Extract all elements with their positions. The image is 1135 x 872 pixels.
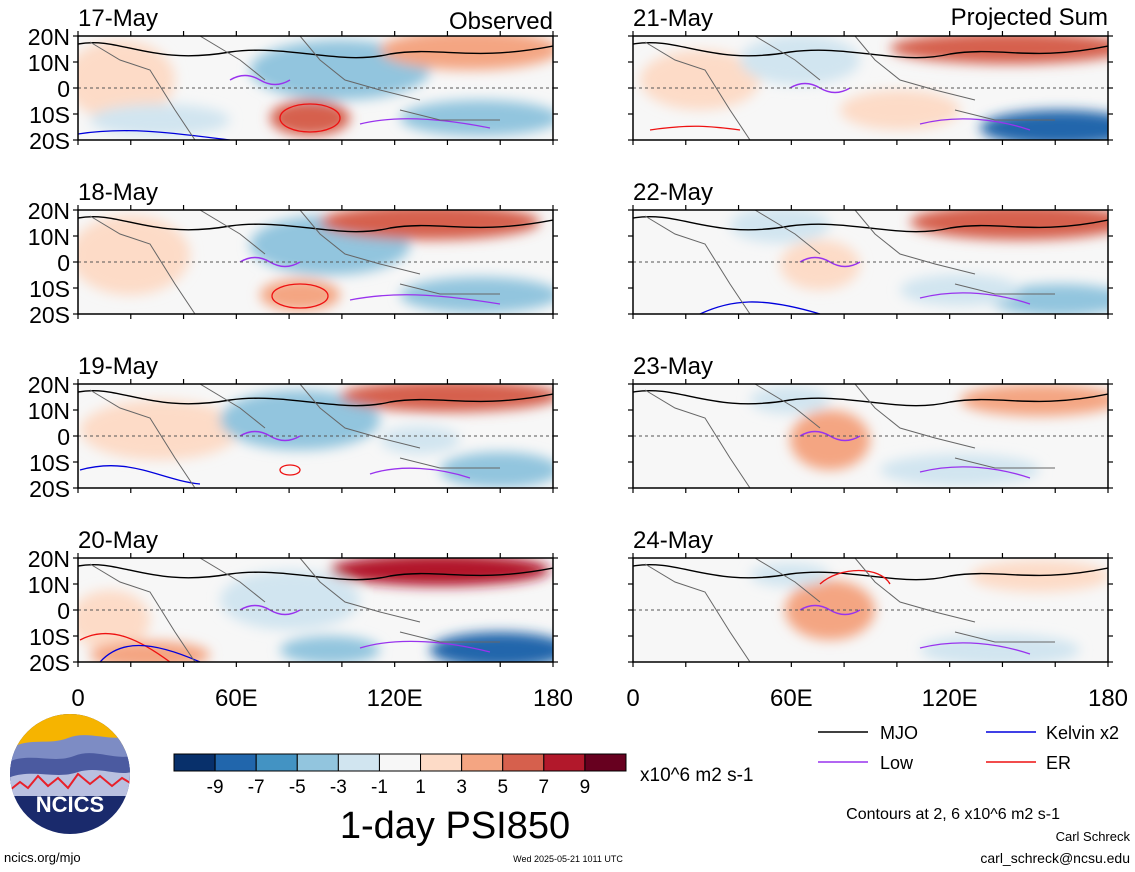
lat-label: 10N [28,224,70,250]
lon-label: 60E [770,685,813,712]
lat-label: 20N [28,24,70,50]
colorbar-swatch [378,753,422,772]
lat-label: 20N [28,198,70,224]
legend: MJO Kelvin x2 Low ER [818,723,1119,773]
panel-date: 17-May [78,5,158,32]
colorbar-swatch [337,753,380,772]
lat-label: 20N [28,546,70,572]
colorbar-level: 7 [539,777,550,798]
lat-label: 10N [28,50,70,76]
colorbar-level: -9 [207,777,224,798]
panel-date: 22-May [633,179,713,206]
logo-text: NCICS [36,792,104,817]
longitude-labels: 0 60E 120E 180 0 60E 120E 180 [71,685,1128,712]
ncics-logo: NCICS [10,714,130,834]
legend-label-mjo: MJO [880,723,918,743]
map-panel-22-may: 22-May [632,179,1109,315]
lat-label: 10S [29,276,70,302]
colorbar-level: 1 [415,777,426,798]
lat-label: 20S [29,302,70,328]
legend-label-low: Low [880,753,914,773]
axis-ticks [73,31,1113,667]
lon-label: 0 [626,685,639,712]
author-name: Carl Schreck [1056,829,1131,844]
colorbar-swatch [543,753,586,772]
lat-label: 0 [57,598,70,624]
map-panel-19-may: 19-May [77,353,554,489]
map-panel-18-may: 18-May [77,179,554,315]
lat-label: 20S [29,128,70,154]
panel-date: 21-May [633,5,713,32]
lat-label: 0 [57,76,70,102]
plot-title: 1-day PSI850 [340,805,570,847]
lat-label: 10S [29,624,70,650]
lat-label: 10N [28,398,70,424]
lon-label: 60E [215,685,258,712]
map-panel-24-may: 24-May [632,527,1109,663]
legend-label-kelvin: Kelvin x2 [1046,723,1119,743]
latitude-labels: 20N10N010S20S20N10N010S20S20N10N010S20S2… [28,24,70,676]
lat-label: 20N [28,372,70,398]
lon-label: 180 [533,685,573,712]
colorbar-swatch [296,753,339,772]
lon-label: 180 [1088,685,1128,712]
contours-note: Contours at 2, 6 x10^6 m2 s-1 [846,806,1060,823]
map-panel-20-may: 20-May [77,527,554,663]
panel-date: 24-May [633,527,713,554]
panel-date: 23-May [633,353,713,380]
lat-label: 10N [28,572,70,598]
lon-label: 120E [367,685,423,712]
colorbar: -9 -7 -5 -3 -1 1 3 5 7 9 [173,753,627,798]
colorbar-swatch [461,753,504,772]
colorbar-swatch [584,753,627,772]
lat-label: 0 [57,424,70,450]
timestamp: Wed 2025-05-21 1011 UTC [513,854,623,864]
colorbar-level: -5 [289,777,306,798]
lat-label: 0 [57,250,70,276]
lat-label: 10S [29,102,70,128]
site-url: ncics.org/mjo [4,850,81,865]
colorbar-swatch [214,753,257,772]
panel-date: 18-May [78,179,158,206]
map-panel-17-may: 17-May [77,5,554,141]
panel-date: 20-May [78,527,158,554]
colorbar-units: x10^6 m2 s-1 [640,765,753,786]
author-email: carl_schreck@ncsu.edu [980,850,1130,866]
colorbar-level: 5 [497,777,508,798]
colorbar-swatch [173,753,216,772]
colorbar-level: 3 [456,777,467,798]
lon-label: 120E [922,685,978,712]
lat-label: 10S [29,450,70,476]
colorbar-level: 9 [580,777,591,798]
colorbar-swatch [255,753,298,772]
observed-title: Observed [449,8,553,35]
lat-label: 20S [29,650,70,676]
colorbar-swatch [502,753,545,772]
colorbar-level: -3 [330,777,347,798]
colorbar-swatch [420,753,463,772]
colorbar-level: -1 [371,777,388,798]
map-panel-23-may: 23-May [632,353,1109,489]
colorbar-level: -7 [248,777,265,798]
projected-title: Projected Sum [951,4,1108,31]
lon-label: 0 [71,685,84,712]
panel-date: 19-May [78,353,158,380]
legend-label-er: ER [1046,753,1071,773]
lat-label: 20S [29,476,70,502]
